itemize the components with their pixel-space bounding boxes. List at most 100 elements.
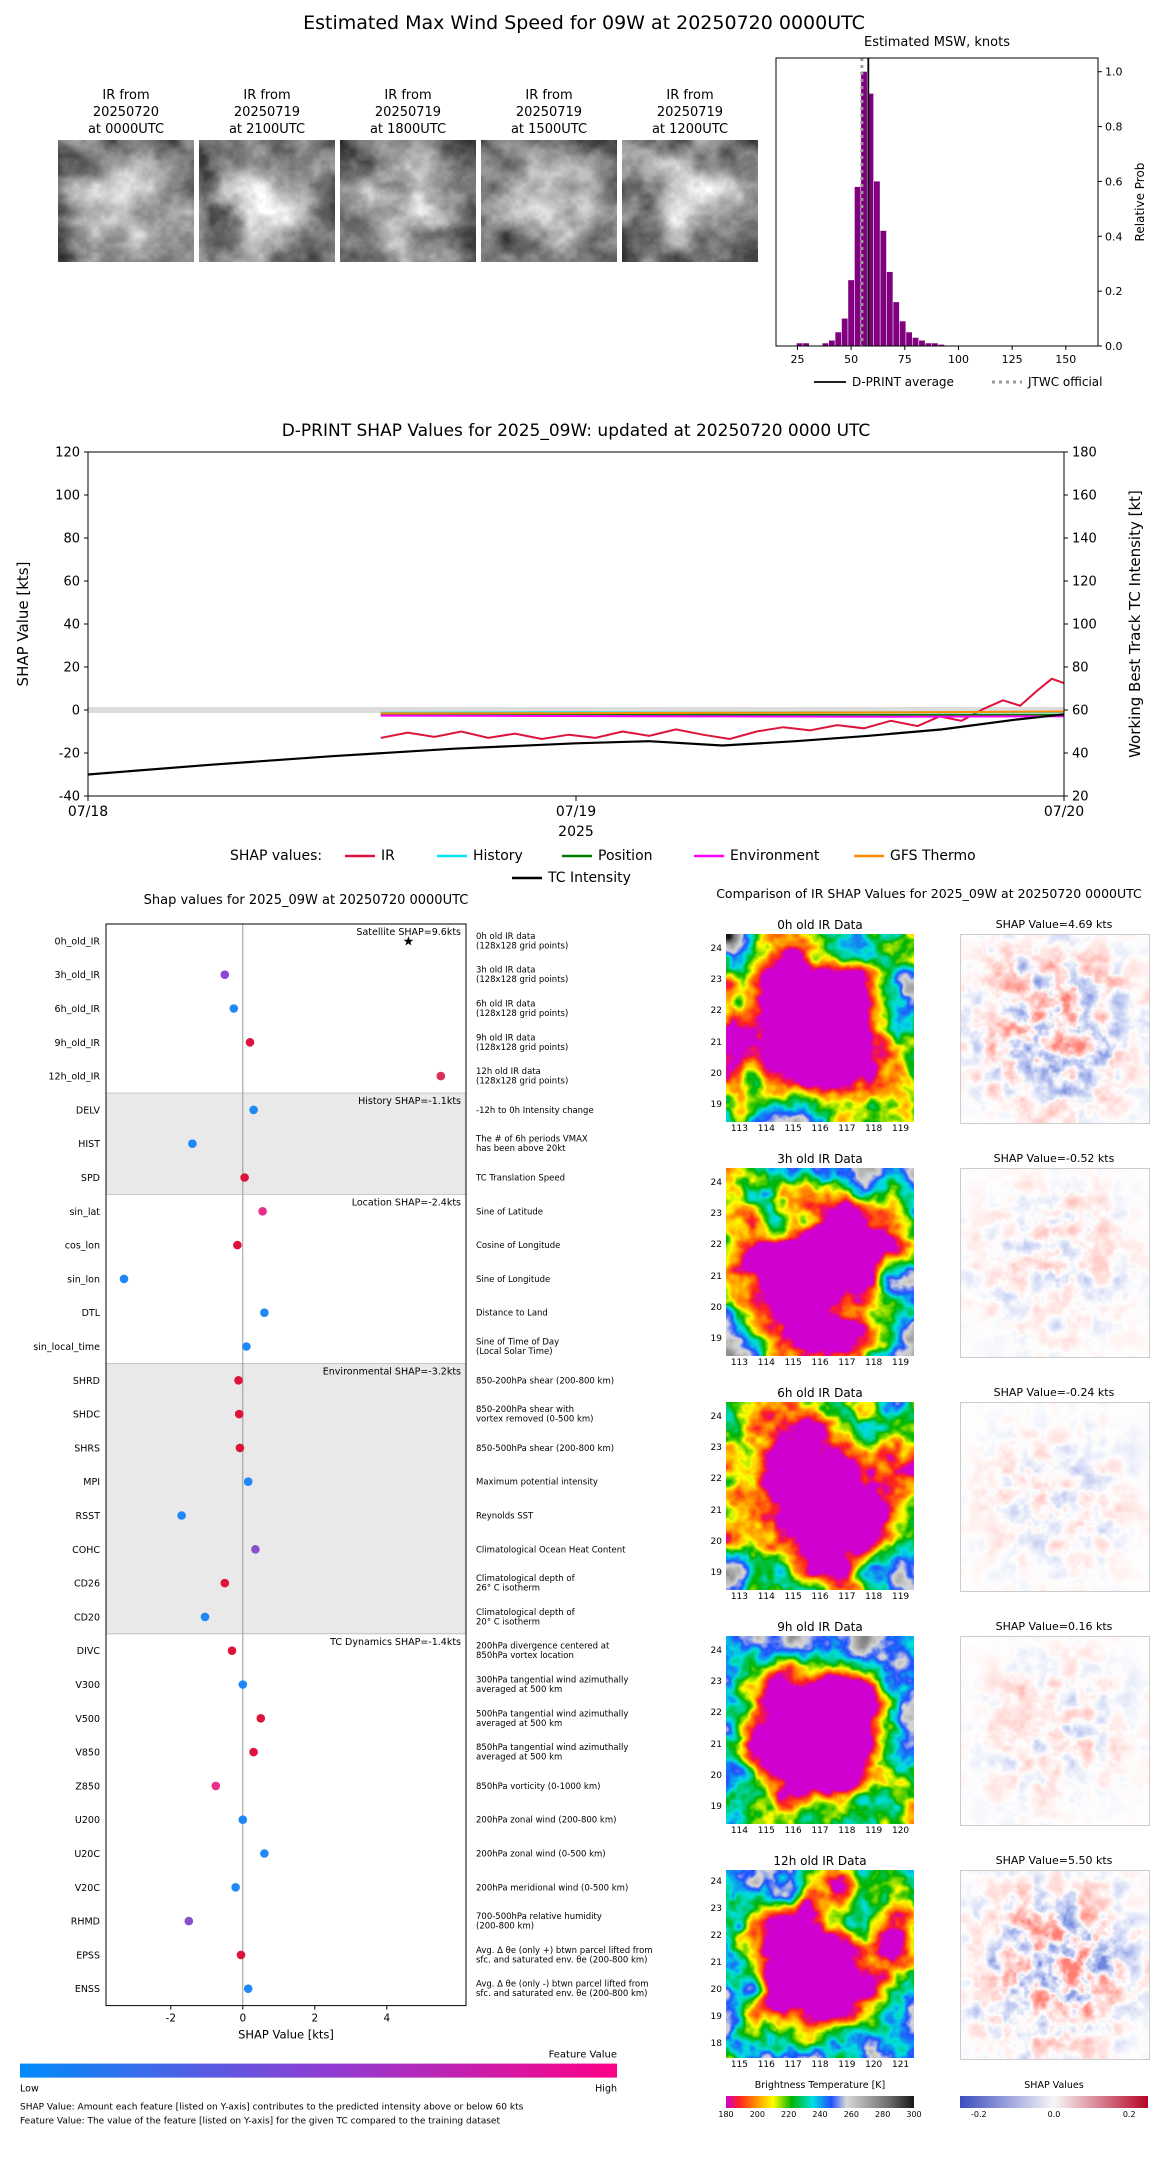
feature-desc: Climatological depth of 26° C isotherm bbox=[476, 1574, 576, 1594]
right-tick-label: 60 bbox=[1072, 704, 1089, 719]
histogram-bar bbox=[899, 321, 906, 346]
lon-tick-label: 114 bbox=[757, 1592, 775, 1602]
lon-tick-label: 113 bbox=[730, 1124, 749, 1134]
feature-desc: 200hPa zonal wind (200-800 km) bbox=[476, 1816, 616, 1826]
lon-tick-label: 115 bbox=[730, 2060, 749, 2070]
lon-tick-label: 119 bbox=[891, 1358, 910, 1368]
feature-desc: Avg. Δ θe (only +) btwn parcel lifted fr… bbox=[476, 1946, 653, 1966]
shap-value-map bbox=[960, 934, 1150, 1124]
histogram-bar bbox=[822, 343, 829, 346]
lon-tick-label: 114 bbox=[757, 1358, 775, 1368]
feature-desc-line: vortex removed (0-500 km) bbox=[476, 1415, 593, 1425]
lat-tick-label: 19 bbox=[710, 1802, 722, 1813]
feature-desc: Sine of Longitude bbox=[476, 1275, 550, 1285]
ir-thumbnail-label-line: IR from bbox=[243, 88, 291, 103]
histogram-title: Estimated MSW, knots bbox=[864, 35, 1010, 50]
histogram-bar bbox=[925, 343, 932, 346]
feature-dot bbox=[249, 1105, 258, 1115]
feature-dot bbox=[436, 1071, 446, 1081]
feature-desc: 850-200hPa shear (200-800 km) bbox=[476, 1376, 614, 1386]
left-tick-label: -20 bbox=[59, 747, 80, 762]
ir-satellite-image bbox=[58, 140, 194, 262]
feature-desc-line: 850-500hPa shear (200-800 km) bbox=[476, 1444, 614, 1454]
feature-name: SHRD bbox=[73, 1376, 100, 1387]
ir-thumbnail-strip: IR from 20250720 at 0000UTC IR from 20250719… bbox=[0, 84, 1168, 394]
lat-tick-label: 23 bbox=[710, 1209, 722, 1219]
feature-desc-line: (128x128 grid points) bbox=[476, 975, 568, 985]
dotplot-xlabel: SHAP Value [kts] bbox=[238, 2028, 334, 2042]
ir-satellite-image bbox=[340, 140, 476, 262]
ir-data-map bbox=[726, 1168, 914, 1356]
x-tick-label: 07/18 bbox=[68, 804, 108, 820]
feature-name: SPD bbox=[81, 1173, 100, 1184]
group-label: TC Dynamics SHAP=-1.4kts bbox=[329, 1637, 461, 1648]
feature-dot bbox=[242, 1342, 251, 1351]
feature-dot bbox=[234, 1409, 244, 1419]
histogram-bar bbox=[835, 332, 842, 346]
legend-label: IR bbox=[381, 848, 395, 864]
feature-desc-line: 850hPa vorticity (0-1000 km) bbox=[476, 1782, 600, 1792]
shap-tick-label: 0.2 bbox=[1122, 2110, 1136, 2119]
feature-desc-line: The # of 6h periods VMAX bbox=[475, 1135, 588, 1145]
feature-desc-line: 9h old IR data bbox=[476, 1033, 535, 1043]
shap-map-title: SHAP Value=0.16 kts bbox=[995, 1620, 1113, 1633]
feature-name: 12h_old_IR bbox=[49, 1072, 101, 1083]
feature-desc-line: Climatological depth of bbox=[476, 1574, 576, 1584]
left-tick-label: 60 bbox=[63, 575, 80, 590]
feature-dot bbox=[200, 1612, 210, 1622]
right-tick-label: 100 bbox=[1072, 618, 1097, 633]
feature-name: DELV bbox=[76, 1105, 101, 1116]
ir-thumbnail-label-line: IR from bbox=[102, 88, 150, 103]
feature-desc-line: Sine of Longitude bbox=[476, 1275, 550, 1285]
feature-dot bbox=[227, 1646, 237, 1655]
lat-tick-label: 23 bbox=[710, 1904, 722, 1915]
feature-desc: 3h old IR data (128x128 grid points) bbox=[476, 966, 568, 986]
histogram-bar bbox=[841, 318, 848, 346]
group-label: Location SHAP=-2.4kts bbox=[352, 1197, 461, 1208]
bt-tick-label: 300 bbox=[906, 2110, 922, 2119]
y-tick-label: 0.4 bbox=[1105, 230, 1123, 243]
x-tick-label: 2 bbox=[311, 2013, 318, 2025]
feature-desc-line: sfc. and saturated env. θe (200-800 km) bbox=[476, 1989, 648, 1999]
ir-thumbnail-label-line: 20250719 bbox=[233, 105, 301, 120]
ir-thumbnail-label-line: 20250720 bbox=[92, 105, 160, 120]
ir-data-map bbox=[726, 1636, 914, 1824]
feature-dot-star: ★ bbox=[403, 934, 415, 949]
feature-desc-line: 200hPa meridional wind (0-500 km) bbox=[476, 1883, 628, 1893]
feature-desc: 200hPa zonal wind (0-500 km) bbox=[476, 1850, 606, 1860]
lat-tick-label: 24 bbox=[710, 943, 722, 954]
lat-tick-label: 19 bbox=[710, 1100, 722, 1111]
feature-dot bbox=[258, 1207, 267, 1216]
right-tick-label: 80 bbox=[1072, 661, 1089, 676]
feature-desc-line: Sine of Time of Day bbox=[476, 1338, 559, 1348]
y-tick-label: 0.6 bbox=[1105, 175, 1123, 188]
lon-tick-label: 116 bbox=[811, 1124, 829, 1134]
series-line-gfs-thermo bbox=[380, 710, 1065, 715]
lon-tick-label: 117 bbox=[838, 1358, 856, 1368]
msw-histogram-panel: Estimated MSW, knots 0.0 0.2 0.4 0.6 0.8 1.0 25… bbox=[756, 30, 1168, 410]
lon-tick-label: 118 bbox=[865, 1592, 883, 1602]
feature-dot bbox=[260, 1849, 269, 1858]
ir-thumbnail: IR from 20250719 at 1500UTC bbox=[481, 84, 617, 262]
histogram-bar bbox=[848, 280, 855, 346]
group-label: History SHAP=-1.1kts bbox=[358, 1096, 461, 1107]
feature-desc-line: averaged at 500 km bbox=[476, 1685, 562, 1695]
histogram-bar bbox=[931, 343, 938, 346]
feature-dot bbox=[243, 1984, 253, 1993]
lon-tick-label: 120 bbox=[891, 1826, 910, 1836]
ir-thumbnail-label-line: at 0000UTC bbox=[87, 122, 165, 137]
feature-desc-line: Climatological depth of bbox=[476, 1608, 576, 1618]
feature-desc: Sine of Time of Day (Local Solar Time) bbox=[476, 1338, 559, 1358]
histogram-bar bbox=[919, 340, 925, 346]
legend-label: GFS Thermo bbox=[890, 848, 976, 864]
lon-tick-label: 118 bbox=[865, 1124, 883, 1134]
feature-dot bbox=[188, 1139, 197, 1148]
right-tick-label: 40 bbox=[1072, 747, 1089, 762]
lat-tick-label: 22 bbox=[710, 1006, 722, 1017]
feature-desc: Cosine of Longitude bbox=[476, 1241, 560, 1251]
ir-comparison-panel: Comparison of IR SHAP Values for 2025_09… bbox=[690, 884, 1168, 2158]
feature-dot bbox=[229, 1004, 239, 1013]
feature-name: V20C bbox=[75, 1883, 101, 1894]
lon-tick-label: 118 bbox=[811, 2060, 829, 2070]
feature-desc-line: 6h old IR data bbox=[476, 1000, 535, 1010]
